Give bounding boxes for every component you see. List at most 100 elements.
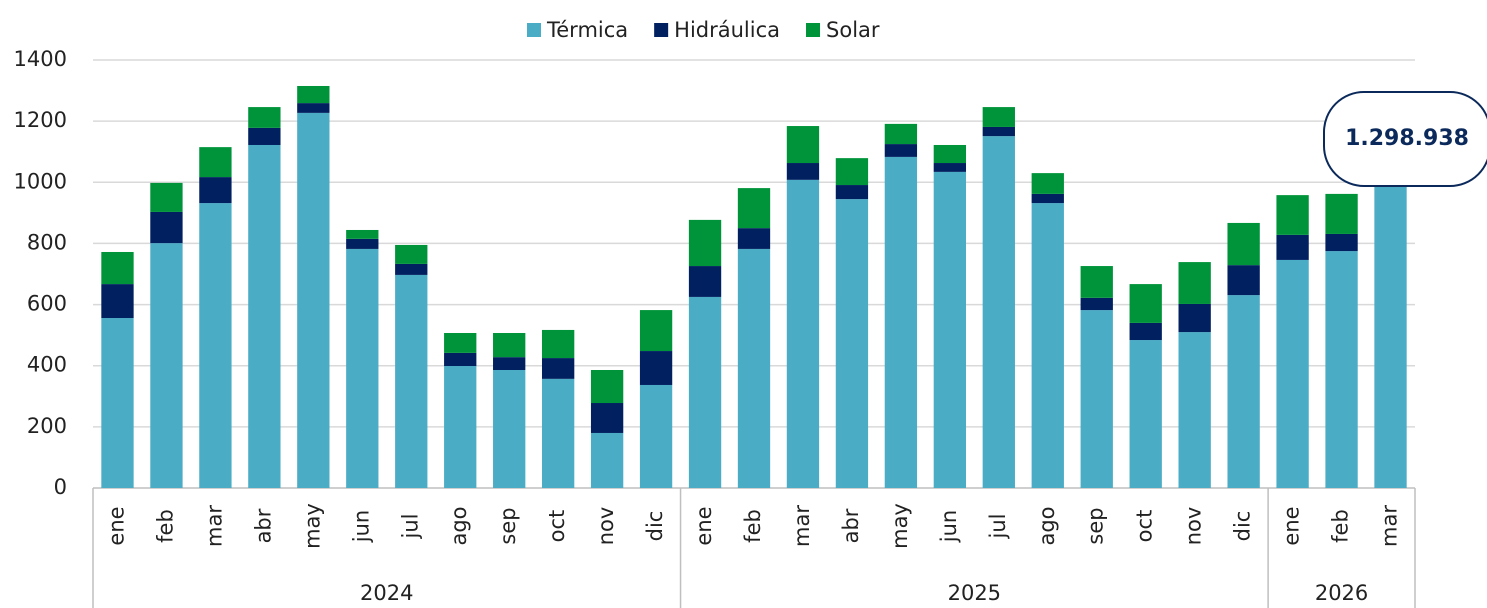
bar-segment [835,199,869,488]
x-tick-label: jun [937,510,961,543]
x-tick-label: jul [986,514,1010,540]
bar-segment [199,177,232,204]
x-tick-label: feb [1329,509,1353,543]
x-tick-label: ene [692,506,716,545]
legend-swatch [806,23,821,37]
bar-segment [1276,234,1309,260]
bar-segment [737,248,771,488]
bar-segment [150,211,183,244]
x-tick-label: sep [1084,507,1108,544]
bar-segment [1031,203,1064,488]
bar-segment [199,203,232,488]
x-tick-label: may [888,503,912,549]
bar-segment [982,107,1015,127]
x-tick-label: jun [349,510,373,543]
bar-segment [1276,259,1309,488]
bar-segment [493,357,526,370]
y-tick-label: 400 [27,353,67,377]
bar-segment [982,136,1015,488]
bar-segment [835,158,869,186]
bar-segment [786,126,820,164]
bar-segment [1178,262,1211,304]
bar-segment [150,243,183,488]
bar-segment [248,144,281,488]
bar-segment [199,147,232,178]
x-tick-label: nov [594,507,618,546]
legend-label: Solar [826,18,880,42]
bar-segment [639,351,673,385]
bar-segment [639,310,673,352]
x-tick-label: ene [104,506,128,545]
y-tick-label: 1000 [14,169,67,193]
bar-segment [395,263,428,275]
bar-segment [884,123,918,145]
bar-segment [982,126,1015,137]
x-tick-label: feb [741,509,765,543]
y-tick-label: 200 [27,414,67,438]
y-tick-label: 1200 [14,108,67,132]
bar-segment [1031,173,1064,194]
bar-segment [1080,310,1113,488]
bar-segment [1129,340,1162,488]
x-tick-label: ago [1035,506,1059,545]
bar-segment [541,378,575,488]
bar-segment [150,182,183,212]
bar-segment [493,333,526,358]
bar-segment [395,244,428,264]
x-tick-label: mar [202,505,226,547]
callout-text: 1.298.938 [1345,126,1469,151]
bar-segment [1374,185,1407,488]
y-tick-label: 0 [54,475,67,499]
bar-segment [737,228,771,249]
bar-segment [1080,266,1113,298]
bar-segment [346,238,379,249]
bar-segment [1227,295,1260,488]
bar-segment [101,318,134,488]
legend-label: Hidráulica [674,18,780,42]
bar-segment [395,274,428,488]
bar-segment [297,112,330,488]
bar-segment [1325,193,1358,234]
bar-segment [1129,322,1162,341]
bar-segment [297,85,330,104]
x-tick-label: feb [153,509,177,543]
bar-segment [786,163,820,180]
bar-segment [444,366,477,488]
x-tick-label: abr [839,508,863,543]
x-tick-label: ago [447,506,471,545]
bar-segment [590,432,624,488]
legend-label: Térmica [546,18,628,42]
bar-segment [1276,195,1309,235]
legend: Térmica Hidráulica Solar [527,18,880,42]
bar-segment [346,248,379,488]
x-tick-label: nov [1182,507,1206,546]
y-tick-label: 600 [27,292,67,316]
bar-segment [688,219,722,267]
bar-segment [688,296,722,488]
bar-segment [590,369,624,404]
bar-segment [297,103,330,113]
bar-segment [248,107,281,128]
group-label: 2024 [360,581,413,605]
bar-segment [1325,233,1358,252]
x-tick-label: mar [790,505,814,547]
bar-segment [101,284,134,319]
bar-segment [346,229,379,239]
bar-segment [1129,284,1162,323]
x-tick-label: jul [398,514,422,540]
bar-segment [1227,222,1260,266]
bar-segment [639,384,673,488]
bar-segment [541,329,575,359]
group-label: 2025 [948,581,1001,605]
x-tick-label: dic [643,511,667,542]
bar-segment [590,403,624,433]
x-tick-label: oct [545,510,569,543]
x-tick-label: may [300,503,324,549]
bar-segment [1227,265,1260,296]
x-tick-label: dic [1231,511,1255,542]
legend-swatch [654,23,669,37]
bar-segment [1178,303,1211,333]
bar-segment [248,127,281,145]
x-tick-label: sep [496,507,520,544]
